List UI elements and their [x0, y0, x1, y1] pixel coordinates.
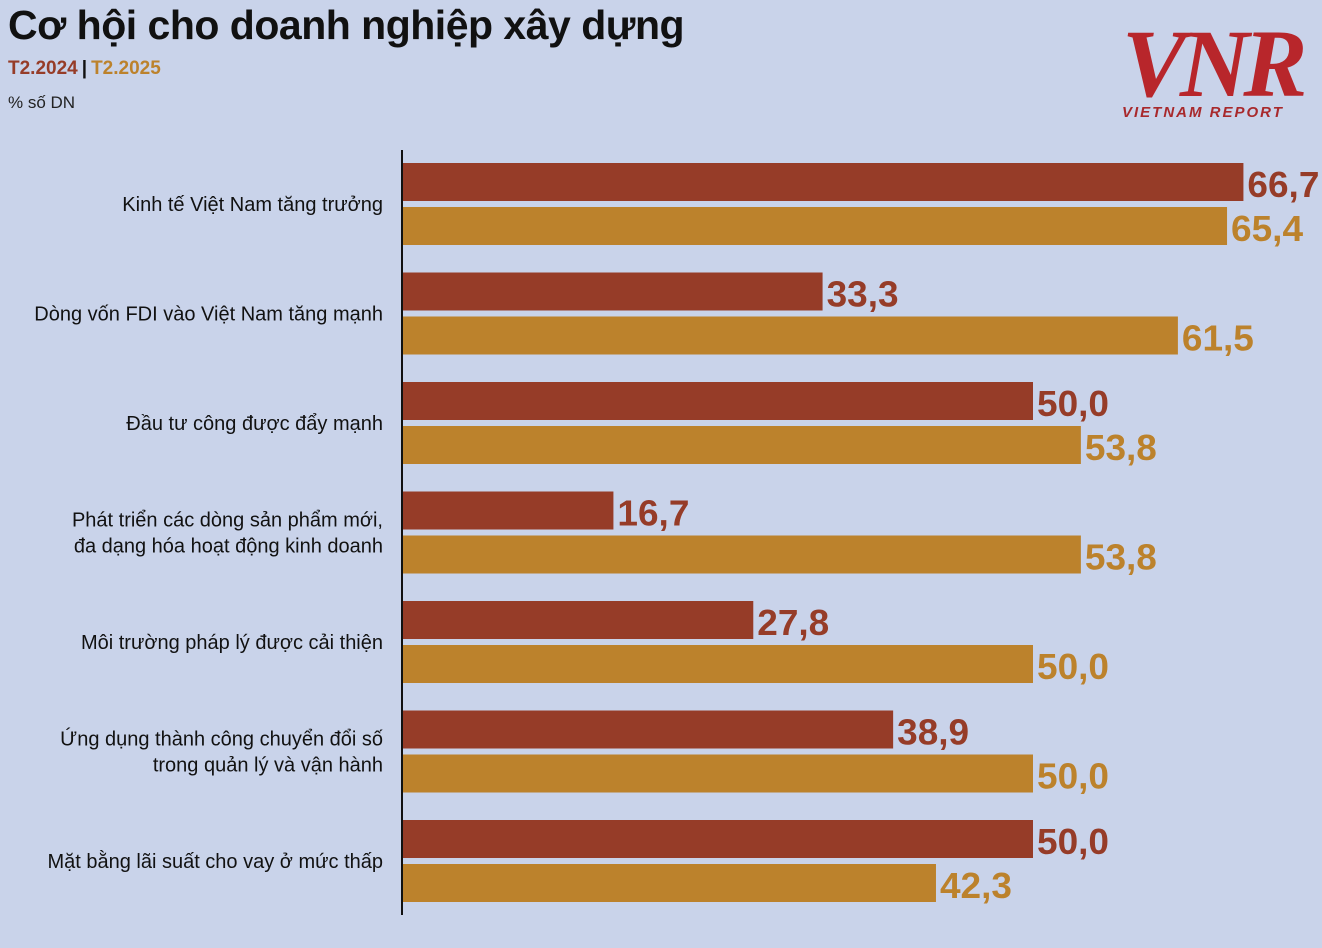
data-label: 53,8: [1085, 427, 1157, 468]
data-label: 65,4: [1231, 208, 1303, 249]
category-label: Ứng dụng thành công chuyển đổi số trong q…: [60, 728, 383, 777]
category-label: Phát triển các dòng sản phẩm mới, đa dạng…: [72, 510, 383, 558]
bar-T2-2024: [403, 272, 823, 311]
data-label: 33,3: [827, 274, 899, 315]
bar-T2-2024: [403, 601, 754, 639]
logo-mark-text: VNR: [1122, 10, 1304, 117]
category-label-line: Đầu tư công được đẩy mạnh: [126, 413, 383, 435]
category-label-line: Môi trường pháp lý được cải thiện: [81, 632, 383, 654]
bar-T2-2025: [403, 754, 1033, 793]
category-label: Môi trường pháp lý được cải thiện: [81, 632, 383, 654]
logo-tagline: VIETNAM REPORT: [1122, 104, 1284, 121]
category-label-line: Ứng dụng thành công chuyển đổi số: [60, 728, 383, 751]
category-label-line: Dòng vốn FDI vào Việt Nam tăng mạnh: [34, 304, 383, 326]
data-label: 50,0: [1037, 821, 1109, 862]
category-label-line: đa dạng hóa hoạt động kinh doanh: [74, 536, 383, 558]
category-label: Mặt bằng lãi suất cho vay ở mức thấp: [47, 850, 383, 873]
category-label: Dòng vốn FDI vào Việt Nam tăng mạnh: [34, 304, 383, 326]
bar-T2-2024: [403, 710, 894, 749]
category-label: Đầu tư công được đẩy mạnh: [126, 413, 383, 435]
bar-T2-2024: [403, 820, 1033, 858]
category-label: Kinh tế Việt Nam tăng trưởng: [122, 194, 383, 216]
data-label: 61,5: [1182, 318, 1254, 359]
legend-separator: |: [81, 58, 88, 79]
category-label-line: Mặt bằng lãi suất cho vay ở mức thấp: [47, 850, 383, 873]
legend-series-2024: T2.2024: [8, 58, 78, 79]
bar-T2-2025: [403, 864, 936, 902]
bar-T2-2025: [403, 426, 1081, 464]
bar-T2-2025: [403, 645, 1033, 683]
chart-title: Cơ hội cho doanh nghiệp xây dựng: [8, 2, 685, 48]
vnr-logo: VNR: [1122, 10, 1310, 117]
bar-T2-2024: [403, 491, 614, 530]
data-label: 53,8: [1085, 537, 1157, 578]
bar-T2-2025: [403, 316, 1178, 355]
data-label: 42,3: [940, 865, 1012, 906]
data-label: 38,9: [897, 712, 969, 753]
legend: T2.2024 | T2.2025: [8, 58, 161, 80]
data-label: 50,0: [1037, 756, 1109, 797]
data-label: 27,8: [757, 602, 829, 643]
bar-T2-2025: [403, 207, 1228, 245]
data-label: 66,7: [1247, 164, 1319, 205]
data-label: 50,0: [1037, 646, 1109, 687]
bar-T2-2024: [403, 382, 1033, 420]
data-label: 16,7: [617, 493, 689, 534]
data-label: 50,0: [1037, 383, 1109, 424]
unit-label: % số DN: [8, 93, 76, 112]
category-label-line: Kinh tế Việt Nam tăng trưởng: [122, 194, 383, 216]
legend-series-2025: T2.2025: [91, 58, 161, 79]
category-label-line: trong quản lý và vận hành: [153, 755, 383, 777]
category-label-line: Phát triển các dòng sản phẩm mới,: [72, 510, 383, 532]
bar-T2-2025: [403, 535, 1081, 574]
bar-T2-2024: [403, 163, 1244, 201]
